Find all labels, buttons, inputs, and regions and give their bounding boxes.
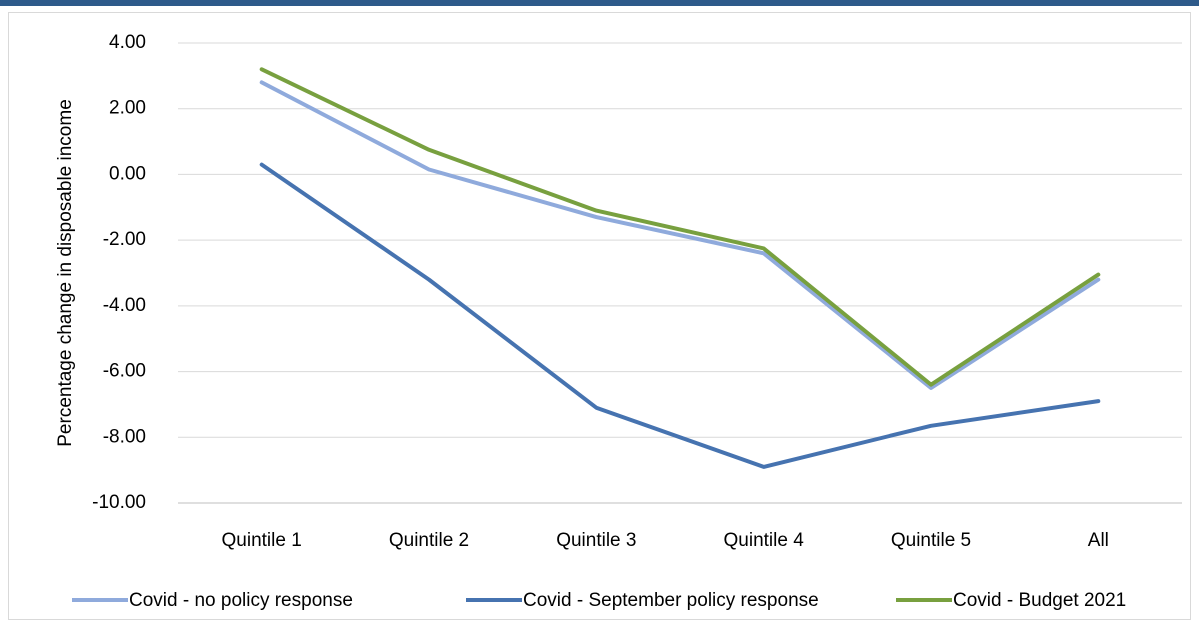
series-line (259, 67, 1101, 387)
y-axis-label: Percentage change in disposable income (55, 99, 76, 447)
legend-label: Covid - September policy response (523, 590, 819, 611)
y-tick-label: 4.00 (109, 32, 146, 53)
series-line (259, 80, 1101, 390)
y-tick-label: -10.00 (92, 492, 146, 513)
x-tick-label: Quintile 5 (891, 530, 971, 551)
y-tick-label: -6.00 (103, 361, 146, 382)
y-tick-label: 2.00 (109, 98, 146, 119)
x-tick-label: Quintile 4 (724, 530, 805, 551)
chart-border (8, 12, 1191, 620)
x-tick-label: All (1088, 530, 1109, 551)
x-tick-label: Quintile 2 (389, 530, 469, 551)
y-tick-label: -8.00 (103, 426, 146, 447)
legend-label: Covid - no policy response (129, 590, 353, 611)
x-tick-label: Quintile 3 (556, 530, 636, 551)
series-line (259, 162, 1101, 469)
top-bar (0, 0, 1199, 6)
y-tick-label: -2.00 (103, 229, 146, 250)
y-tick-label: 0.00 (109, 163, 146, 184)
y-tick-label: -4.00 (103, 295, 146, 316)
legend-label: Covid - Budget 2021 (953, 590, 1126, 611)
x-tick-label: Quintile 1 (222, 530, 302, 551)
